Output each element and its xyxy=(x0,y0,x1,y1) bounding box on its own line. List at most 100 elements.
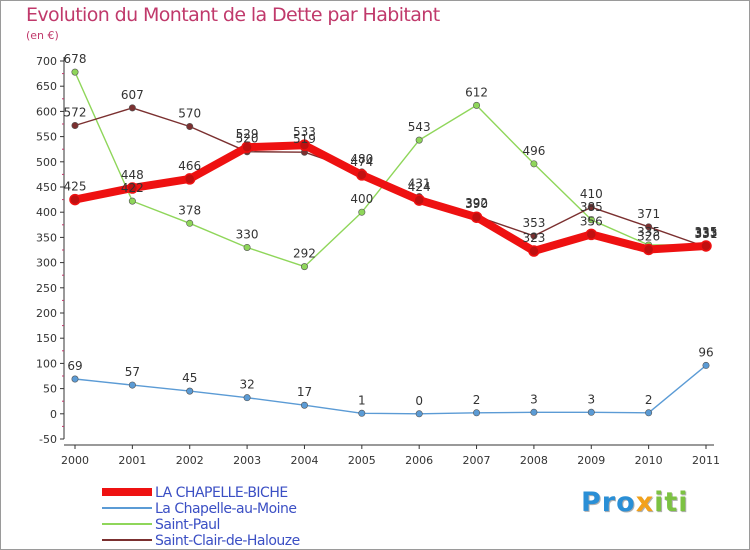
data-label: 400 xyxy=(350,192,373,206)
data-point xyxy=(128,104,136,112)
logo-letter: o xyxy=(616,487,636,518)
data-point xyxy=(186,123,194,131)
proxiti-logo: Proxiti xyxy=(581,487,689,518)
data-label: 371 xyxy=(637,207,660,221)
y-tick-label: 50 xyxy=(43,383,57,396)
x-tick-label: 2000 xyxy=(61,454,89,467)
data-label: 17 xyxy=(297,385,312,399)
data-label: 448 xyxy=(121,168,144,182)
data-point xyxy=(183,173,196,185)
x-tick-label: 2007 xyxy=(463,454,491,467)
data-point xyxy=(700,240,712,252)
data-label: 331 xyxy=(695,227,718,241)
data-point xyxy=(71,375,79,383)
data-label: 607 xyxy=(121,88,144,102)
data-point xyxy=(241,141,253,153)
data-label: 356 xyxy=(580,214,603,228)
data-label: 431 xyxy=(408,177,431,191)
y-tick-label: 200 xyxy=(36,307,57,320)
data-point xyxy=(530,160,538,168)
data-point xyxy=(645,409,653,417)
y-tick-label: 400 xyxy=(36,206,57,219)
x-tick-label: 2010 xyxy=(635,454,663,467)
data-label: 2 xyxy=(473,393,481,407)
y-tick-label: 0 xyxy=(50,408,57,421)
data-point xyxy=(473,409,481,417)
data-label: 529 xyxy=(236,127,259,141)
data-point xyxy=(186,387,194,395)
x-tick-label: 2006 xyxy=(405,454,433,467)
data-label: 425 xyxy=(64,180,87,194)
y-tick-label: 350 xyxy=(36,231,57,244)
y-tick-label: 650 xyxy=(36,80,57,93)
x-tick-label: 2004 xyxy=(290,454,318,467)
y-tick-label: -50 xyxy=(39,433,57,446)
y-tick-label: 600 xyxy=(36,105,57,118)
data-label: 57 xyxy=(125,365,140,379)
data-point xyxy=(358,409,366,417)
data-label: 678 xyxy=(64,52,87,66)
data-point xyxy=(702,361,710,369)
data-label: 3 xyxy=(587,392,595,406)
series-line xyxy=(74,364,707,415)
data-point xyxy=(358,208,366,216)
legend-label: La Chapelle-au-Moine xyxy=(155,501,297,517)
data-label: 422 xyxy=(121,181,144,195)
data-point xyxy=(528,245,540,257)
data-label: 424 xyxy=(408,180,431,194)
logo-letter: i xyxy=(654,487,665,518)
data-point xyxy=(415,136,423,144)
x-tick-label: 2002 xyxy=(176,454,204,467)
logo-letter: i xyxy=(678,487,689,518)
data-point xyxy=(473,101,481,109)
series-line xyxy=(74,71,707,268)
chart-axes: -500501001502002503003504004505005506006… xyxy=(36,55,720,467)
data-point xyxy=(128,381,136,389)
data-point xyxy=(243,394,251,402)
data-label: 519 xyxy=(293,132,316,146)
y-tick-label: 100 xyxy=(36,357,57,370)
data-label: 533 xyxy=(293,125,316,139)
data-point xyxy=(300,401,308,409)
x-tick-label: 2011 xyxy=(692,454,720,467)
x-tick-label: 2003 xyxy=(233,454,261,467)
data-label: 520 xyxy=(236,132,259,146)
y-tick-label: 250 xyxy=(36,282,57,295)
data-label: 543 xyxy=(408,120,431,134)
y-tick-label: 300 xyxy=(36,257,57,270)
x-tick-label: 2001 xyxy=(118,454,146,467)
data-label: 335 xyxy=(637,225,660,239)
data-label: 32 xyxy=(239,378,254,392)
data-label: 353 xyxy=(522,216,545,230)
data-point xyxy=(415,410,423,418)
data-point xyxy=(413,194,425,206)
series-line xyxy=(74,107,707,248)
data-label: 392 xyxy=(465,196,488,210)
data-label: 333 xyxy=(695,226,718,240)
chart-title: Evolution du Montant de la Dette par Hab… xyxy=(26,4,440,26)
y-tick-label: 450 xyxy=(36,181,57,194)
data-label: 385 xyxy=(580,200,603,214)
logo-letter: t xyxy=(664,487,679,518)
data-point xyxy=(128,197,136,205)
data-label: 378 xyxy=(178,203,201,217)
data-point xyxy=(356,169,368,181)
logo-letter: r xyxy=(601,487,617,518)
data-label: 45 xyxy=(182,371,197,385)
data-point xyxy=(298,139,311,151)
data-point xyxy=(71,68,79,76)
data-point xyxy=(642,243,655,256)
data-point xyxy=(300,263,308,271)
data-point xyxy=(645,223,653,231)
logo-letter: x xyxy=(635,487,655,518)
legend-label: LA CHAPELLE-BICHE xyxy=(155,485,288,501)
data-point xyxy=(585,228,598,241)
data-label: 390 xyxy=(465,197,488,211)
data-label: 466 xyxy=(178,159,201,173)
x-tick-label: 2009 xyxy=(577,454,605,467)
data-label: 1 xyxy=(358,393,366,407)
data-point xyxy=(126,182,139,194)
data-label: 330 xyxy=(236,227,259,241)
